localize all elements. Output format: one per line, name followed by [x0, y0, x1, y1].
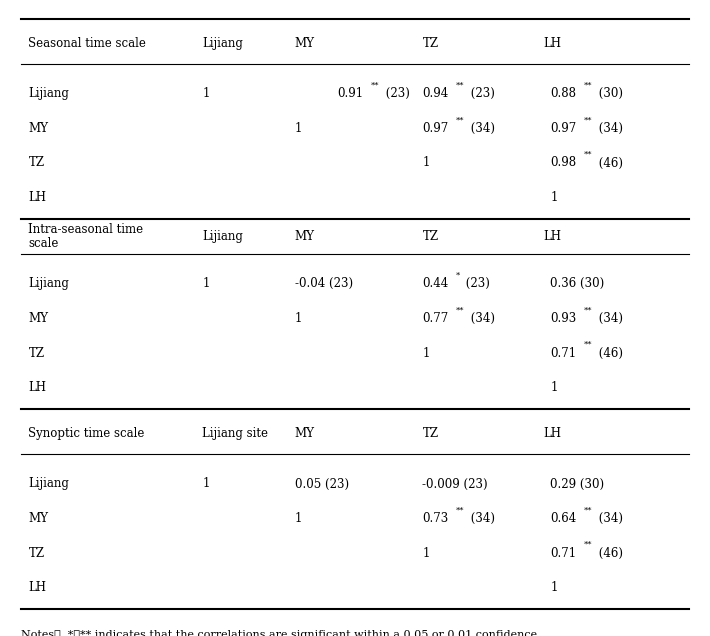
Text: (34): (34) [595, 512, 623, 525]
Text: TZ: TZ [28, 347, 45, 359]
Text: Lijiang: Lijiang [202, 37, 244, 50]
Text: MY: MY [295, 37, 315, 50]
Text: 1: 1 [550, 581, 557, 594]
Text: Lijiang: Lijiang [28, 87, 70, 100]
Text: 0.05 (23): 0.05 (23) [295, 478, 349, 490]
Text: **: ** [457, 307, 465, 314]
Text: (23): (23) [382, 87, 410, 100]
Text: 1: 1 [550, 191, 557, 204]
Text: TZ: TZ [28, 156, 45, 169]
Text: 0.71: 0.71 [550, 546, 577, 560]
Text: 1: 1 [202, 478, 209, 490]
Text: 0.94: 0.94 [422, 87, 449, 100]
Text: -0.009 (23): -0.009 (23) [422, 478, 488, 490]
Text: 1: 1 [295, 122, 302, 135]
Text: **: ** [584, 82, 592, 90]
Text: 1: 1 [550, 381, 557, 394]
Text: TZ: TZ [422, 427, 439, 440]
Text: 1: 1 [295, 312, 302, 325]
Text: 1: 1 [422, 156, 430, 169]
Text: LH: LH [28, 191, 46, 204]
Text: 1: 1 [422, 546, 430, 560]
Text: (23): (23) [462, 277, 490, 291]
Text: 0.97: 0.97 [550, 122, 577, 135]
Text: **: ** [584, 116, 593, 125]
Text: (34): (34) [595, 312, 623, 325]
Text: LH: LH [28, 581, 46, 594]
Text: Notes：  *、** indicates that the correlations are significant within a 0.05 or 0.: Notes： *、** indicates that the correlati… [21, 630, 537, 636]
Text: 1: 1 [202, 277, 209, 291]
Text: 1: 1 [202, 87, 209, 100]
Text: Intra-seasonal time: Intra-seasonal time [28, 223, 143, 236]
Text: (46): (46) [595, 156, 623, 169]
Text: TZ: TZ [422, 230, 439, 243]
Text: MY: MY [295, 230, 315, 243]
Text: Seasonal time scale: Seasonal time scale [28, 37, 146, 50]
Text: (23): (23) [467, 87, 495, 100]
Text: MY: MY [28, 512, 48, 525]
Text: (34): (34) [467, 122, 496, 135]
Text: Lijiang site: Lijiang site [202, 427, 268, 440]
Text: 0.88: 0.88 [550, 87, 577, 100]
Text: 0.36 (30): 0.36 (30) [550, 277, 604, 291]
Text: **: ** [371, 82, 379, 90]
Text: MY: MY [295, 427, 315, 440]
Text: scale: scale [28, 237, 59, 250]
Text: MY: MY [28, 122, 48, 135]
Text: **: ** [457, 116, 465, 125]
Text: (34): (34) [467, 312, 496, 325]
Text: **: ** [584, 506, 593, 515]
Text: **: ** [457, 506, 465, 515]
Text: **: ** [584, 151, 592, 159]
Text: Lijiang: Lijiang [28, 277, 70, 291]
Text: 0.71: 0.71 [550, 347, 577, 359]
Text: 0.77: 0.77 [422, 312, 449, 325]
Text: 0.64: 0.64 [550, 512, 577, 525]
Text: (34): (34) [467, 512, 496, 525]
Text: LH: LH [543, 230, 561, 243]
Text: 0.73: 0.73 [422, 512, 449, 525]
Text: Synoptic time scale: Synoptic time scale [28, 427, 145, 440]
Text: (46): (46) [595, 546, 623, 560]
Text: TZ: TZ [422, 37, 439, 50]
Text: 0.97: 0.97 [422, 122, 449, 135]
Text: LH: LH [543, 427, 561, 440]
Text: (30): (30) [595, 87, 623, 100]
Text: 0.98: 0.98 [550, 156, 577, 169]
Text: 0.93: 0.93 [550, 312, 577, 325]
Text: Lijiang: Lijiang [202, 230, 244, 243]
Text: (46): (46) [595, 347, 623, 359]
Text: LH: LH [543, 37, 561, 50]
Text: TZ: TZ [28, 546, 45, 560]
Text: LH: LH [28, 381, 46, 394]
Text: **: ** [457, 82, 465, 90]
Text: (34): (34) [595, 122, 623, 135]
Text: **: ** [584, 341, 592, 349]
Text: *: * [457, 272, 461, 280]
Text: 1: 1 [295, 512, 302, 525]
Text: Lijiang: Lijiang [28, 478, 70, 490]
Text: 1: 1 [422, 347, 430, 359]
Text: MY: MY [28, 312, 48, 325]
Text: **: ** [584, 541, 592, 549]
Text: -0.04 (23): -0.04 (23) [295, 277, 353, 291]
Text: **: ** [584, 307, 593, 314]
Text: 0.44: 0.44 [422, 277, 449, 291]
Text: 0.29 (30): 0.29 (30) [550, 478, 604, 490]
Text: 0.91: 0.91 [337, 87, 364, 100]
